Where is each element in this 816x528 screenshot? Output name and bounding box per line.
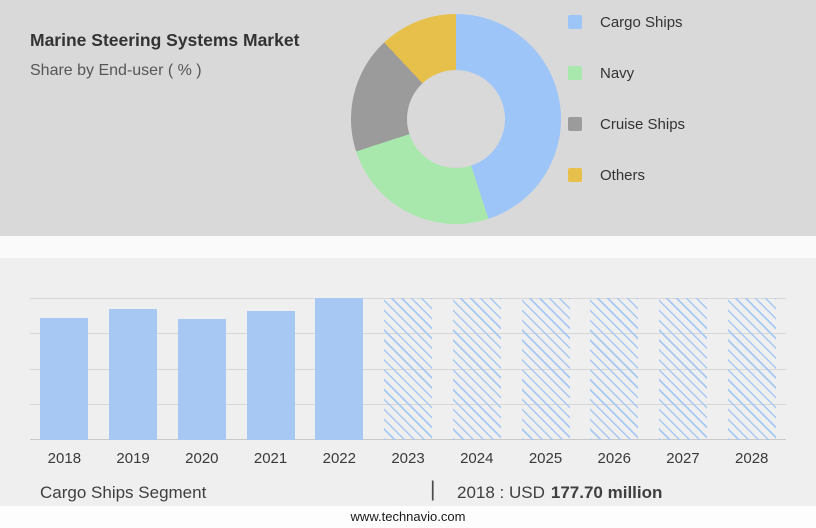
- x-axis-label: 2020: [185, 450, 219, 467]
- bar-column: [374, 298, 443, 440]
- legend-label: Cruise Ships: [600, 115, 686, 133]
- bar-chart: [30, 298, 786, 440]
- x-axis-label: 2021: [253, 450, 288, 467]
- bar: [658, 298, 707, 440]
- legend-swatch-icon: [568, 15, 582, 29]
- site-band: [0, 506, 816, 528]
- info-value: 2018 : USD 177.70 million: [457, 483, 662, 503]
- legend: Cargo Ships Navy Cruise Ships Others: [568, 14, 685, 218]
- legend-label: Others: [600, 166, 646, 184]
- x-axis-label: 2026: [597, 450, 631, 467]
- x-axis-label: 2018: [47, 450, 82, 467]
- bar-column: [442, 298, 511, 440]
- bar-column: [30, 298, 99, 440]
- bar-column: [99, 298, 168, 440]
- legend-label: Navy: [600, 64, 635, 82]
- bar-column: [167, 298, 236, 440]
- page-title: Marine Steering Systems Market: [30, 30, 300, 50]
- legend-item: Cargo Ships: [568, 13, 685, 31]
- info-separator: |: [430, 478, 436, 501]
- x-axis-label: 2023: [391, 450, 425, 467]
- x-axis-label: 2027: [666, 450, 700, 467]
- bar: [452, 298, 501, 440]
- bar: [590, 298, 639, 440]
- bar: [521, 298, 570, 440]
- legend-swatch-icon: [568, 168, 582, 182]
- x-axis-label: 2022: [322, 450, 356, 467]
- bar: [40, 317, 89, 440]
- x-axis-label: 2028: [735, 450, 769, 467]
- divider-band: [0, 236, 816, 258]
- x-axis-label: 2025: [528, 450, 563, 467]
- bar-column: [236, 298, 305, 440]
- bar-column: [580, 298, 649, 440]
- info-value-prefix: 2018 : USD: [457, 483, 545, 502]
- bar: [109, 309, 158, 440]
- x-axis-label: 2024: [460, 450, 494, 467]
- donut-hole: [407, 70, 505, 168]
- bar-column: [305, 298, 374, 440]
- x-axis-label: 2019: [116, 450, 150, 467]
- bar-column: [717, 298, 786, 440]
- segment-label: Cargo Ships Segment: [40, 483, 207, 502]
- bar: [246, 310, 295, 440]
- bar: [315, 298, 364, 440]
- legend-label: Cargo Ships: [600, 13, 683, 31]
- website-url: www.technavio.com: [350, 509, 466, 524]
- x-axis-labels: 2018 2019 2020 2021 2022 2023 2024 2025 2026 2027…: [30, 450, 786, 467]
- legend-item: Cruise Ships: [568, 115, 686, 133]
- bar: [384, 298, 433, 440]
- info-value-amount: 177.70 million: [550, 483, 663, 502]
- donut-chart: [351, 14, 561, 224]
- legend-swatch-icon: [568, 117, 582, 131]
- bar-column: [649, 298, 718, 440]
- legend-item: Navy: [568, 64, 685, 82]
- legend-swatch-icon: [568, 66, 582, 80]
- header-panel: Marine Steering Systems Market Share by …: [0, 0, 816, 236]
- bar: [727, 298, 776, 440]
- bar-column: [511, 298, 580, 440]
- bar: [177, 319, 226, 440]
- page-subtitle: Share by End-user ( % ): [30, 62, 202, 79]
- legend-item: Others: [568, 166, 685, 184]
